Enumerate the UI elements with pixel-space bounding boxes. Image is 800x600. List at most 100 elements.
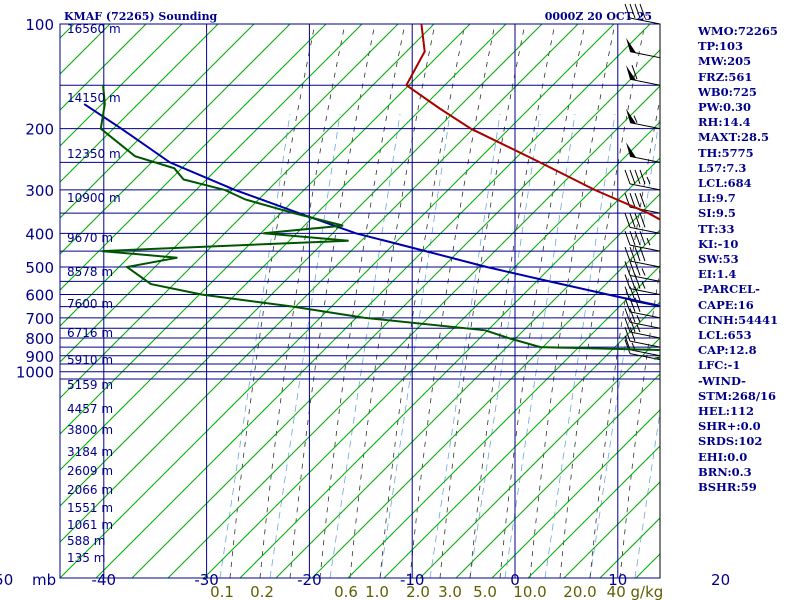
barb-full	[639, 230, 646, 246]
mixing-ratio-label: 20.0	[563, 583, 596, 600]
barb-staff	[629, 122, 661, 130]
index-item: TH:5775	[698, 145, 754, 160]
barb-staff	[629, 331, 661, 339]
height-tick-label: 10900 m	[67, 191, 121, 205]
barb-full	[634, 192, 641, 208]
index-item: SW:53	[698, 252, 739, 267]
barb-staff	[629, 349, 661, 357]
wind-barb	[624, 308, 661, 329]
index-item: RH:14.4	[698, 115, 751, 130]
parcel-trace	[83, 103, 660, 307]
barb-full	[634, 169, 641, 185]
barb-half	[646, 237, 651, 246]
height-tick-label: 4457 m	[67, 402, 113, 416]
temperature-tick-label: -40	[92, 571, 117, 589]
index-item: EHI:0.0	[698, 449, 748, 464]
index-item: LCL:653	[698, 328, 752, 343]
height-tick-label: 588 m	[67, 534, 105, 548]
pressure-axis-label: mb	[32, 571, 56, 589]
barb-full	[624, 169, 631, 185]
index-item: HEL:112	[698, 404, 754, 419]
dry-adiabat-line	[60, 24, 435, 399]
index-item: TP:103	[698, 39, 744, 54]
height-tick-label: 16560 m	[67, 22, 121, 36]
barb-full	[629, 274, 636, 289]
dry-adiabat-line	[60, 24, 363, 327]
wind-barb	[624, 169, 661, 191]
mixing-ratio-label: 5.0	[473, 583, 497, 600]
wind-barb	[624, 261, 661, 282]
moist-adiabat-line	[499, 25, 585, 578]
temperature-tick-label: -30	[194, 571, 219, 589]
pressure-tick-label: 1000	[16, 364, 54, 382]
dry-adiabat-line	[419, 337, 660, 578]
barb-full	[624, 230, 631, 246]
mixing-ratio-line	[429, 113, 501, 578]
barb-full	[634, 3, 641, 19]
barb-full	[624, 213, 631, 228]
barb-full	[634, 286, 641, 301]
moist-adiabat-line	[469, 25, 555, 578]
height-tick-label: 7600 m	[67, 297, 113, 311]
index-item: WB0:725	[698, 84, 757, 99]
wind-barb	[626, 65, 661, 86]
barb-staff	[629, 288, 661, 296]
barb-full	[624, 246, 631, 262]
barb-staff	[629, 311, 661, 319]
index-item: BRN:0.3	[698, 464, 752, 479]
dry-adiabat-line	[239, 157, 660, 578]
pressure-tick-label: 200	[25, 121, 54, 139]
indices-panel: WMO:72265 TP:103 MW:205 FRZ:561 WB0:725 PW:0.…	[698, 24, 800, 495]
index-item: CAP:12.8	[698, 343, 757, 358]
pressure-tick-label: 600	[25, 287, 54, 305]
barb-pennant	[626, 37, 636, 53]
barb-pennant	[626, 142, 636, 158]
index-item: SHR+:0.0	[698, 419, 761, 434]
barb-half	[641, 268, 646, 276]
temperature-trace	[405, 24, 660, 221]
moist-adiabats	[229, 25, 660, 578]
height-tick-label: 3184 m	[67, 445, 113, 459]
height-tick-label: 8578 m	[67, 265, 113, 279]
temperature-tick-label: -50	[0, 571, 13, 589]
sounding-profiles	[83, 24, 660, 360]
index-item: CAPE:16	[698, 297, 754, 312]
moist-adiabat-line	[589, 96, 660, 578]
index-item: L57:7.3	[698, 160, 747, 175]
dry-adiabat-line	[60, 24, 291, 255]
moist-adiabat-line	[259, 25, 345, 578]
moist-adiabat-line	[559, 25, 645, 578]
barb-full	[634, 261, 641, 276]
dewpoint-trace	[99, 85, 660, 360]
barb-full	[629, 169, 636, 185]
isotherms	[103, 24, 619, 578]
index-item: SRDS:102	[698, 434, 763, 449]
mixing-ratio-label: 40 g/kg	[607, 583, 664, 600]
moist-adiabat-line	[289, 25, 375, 578]
isobars	[59, 23, 661, 579]
barb-staff	[629, 260, 661, 268]
sounding-time: 0000Z 20 OCT 25	[545, 10, 652, 23]
pressure-tick-label: 100	[25, 16, 54, 34]
dry-adiabat-line	[60, 24, 471, 435]
wind-barbs	[624, 3, 661, 578]
wind-barb	[624, 230, 661, 252]
barb-full	[629, 261, 636, 276]
barb-half	[646, 176, 651, 185]
mixing-ratio-line	[589, 113, 660, 578]
dry-adiabat-line	[203, 121, 660, 578]
height-tick-label: 135 m	[67, 551, 105, 565]
moist-adiabat-line	[349, 25, 435, 578]
index-item: WMO:72265	[698, 24, 778, 38]
temperature-tick-label: 0	[510, 571, 520, 589]
dry-adiabats	[60, 24, 660, 578]
dry-adiabat-line	[60, 24, 183, 147]
barb-full	[624, 297, 631, 313]
height-tick-label: 2609 m	[67, 464, 113, 478]
barb-pennant	[626, 108, 636, 124]
moist-adiabat-line	[379, 25, 465, 578]
height-tick-label: 5159 m	[67, 378, 113, 392]
height-tick-label: 14150 m	[67, 91, 121, 105]
barb-staff	[629, 340, 661, 348]
